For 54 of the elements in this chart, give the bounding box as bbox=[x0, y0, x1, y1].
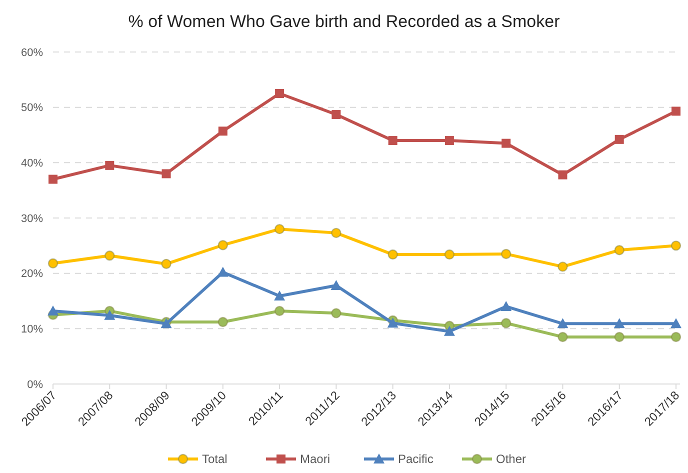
point bbox=[331, 308, 342, 318]
y-tick-label: 20% bbox=[20, 268, 44, 280]
point bbox=[330, 280, 342, 290]
point bbox=[614, 318, 625, 328]
point bbox=[388, 136, 398, 146]
point bbox=[275, 89, 284, 98]
point bbox=[558, 262, 568, 272]
point bbox=[502, 138, 511, 148]
point bbox=[48, 305, 58, 316]
point bbox=[614, 134, 624, 144]
legend-label: Pacific bbox=[398, 452, 434, 466]
point bbox=[500, 318, 512, 328]
point bbox=[500, 248, 512, 260]
point bbox=[670, 332, 682, 342]
point bbox=[670, 318, 682, 328]
y-tick-label: 40% bbox=[20, 158, 44, 170]
point bbox=[104, 310, 116, 320]
point bbox=[670, 240, 682, 251]
point bbox=[162, 169, 171, 178]
y-tick-label: 30% bbox=[20, 212, 44, 225]
point bbox=[218, 126, 228, 136]
point bbox=[558, 170, 568, 180]
point bbox=[274, 224, 285, 234]
point bbox=[161, 258, 172, 270]
point bbox=[48, 174, 58, 184]
point bbox=[672, 106, 680, 116]
legend-label: Total bbox=[202, 452, 228, 466]
point bbox=[444, 326, 455, 336]
point bbox=[274, 306, 285, 316]
point bbox=[332, 110, 341, 120]
point bbox=[388, 249, 398, 260]
y-tick-label: 50% bbox=[20, 102, 44, 114]
point bbox=[105, 160, 114, 170]
legend-label: Maori bbox=[300, 452, 330, 466]
point bbox=[444, 249, 455, 260]
point bbox=[274, 290, 286, 301]
point bbox=[218, 240, 228, 250]
point bbox=[614, 332, 624, 342]
point bbox=[48, 258, 58, 268]
point bbox=[558, 332, 568, 342]
chart-title: % of Women Who Gave birth and Recorded as a Smoker bbox=[128, 12, 560, 31]
point bbox=[557, 318, 568, 328]
y-tick-label: 10% bbox=[20, 324, 44, 336]
point bbox=[104, 250, 115, 261]
point bbox=[444, 136, 454, 146]
point bbox=[387, 318, 398, 328]
y-tick-label: 60% bbox=[20, 46, 44, 59]
point bbox=[614, 244, 624, 256]
point bbox=[217, 266, 228, 277]
point bbox=[500, 301, 512, 312]
legend-label: Other bbox=[496, 452, 526, 466]
point bbox=[331, 228, 342, 238]
point bbox=[218, 316, 228, 328]
y-tick-label: 0% bbox=[27, 378, 44, 391]
